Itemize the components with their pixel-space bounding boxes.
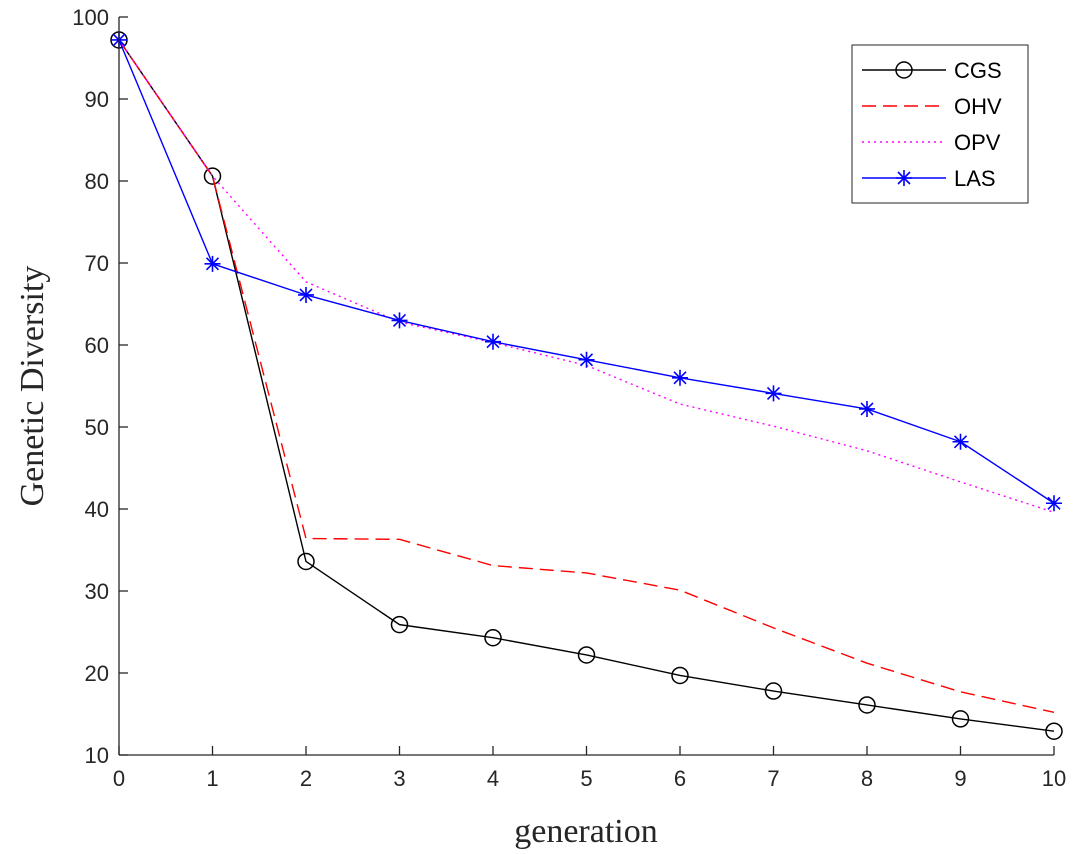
x-tick-label: 8: [861, 766, 873, 791]
y-tick-label: 40: [85, 497, 109, 522]
series-cgs: [110, 31, 1063, 740]
legend-label: OHV: [954, 94, 1002, 119]
data-point-cgs: [951, 710, 970, 728]
x-tick-label: 1: [206, 766, 218, 791]
data-point-las: [298, 286, 314, 303]
y-tick-label: 20: [85, 661, 109, 686]
series-ohv: [118, 39, 1055, 714]
x-tick-label: 7: [767, 766, 779, 791]
series-layer: [110, 31, 1063, 740]
legend-item-cgs: CGS: [862, 58, 1002, 83]
x-tick-label: 5: [580, 766, 592, 791]
x-tick-label: 4: [487, 766, 499, 791]
legend-marker: [896, 170, 912, 186]
series-line-ohv: [118, 39, 1055, 714]
y-tick-label: 100: [72, 5, 109, 30]
x-axis-title: generation: [514, 813, 658, 850]
legend-item-ohv: OHV: [862, 94, 1002, 119]
legend-label: CGS: [954, 58, 1002, 83]
x-tick-label: 0: [113, 766, 125, 791]
data-point-las: [485, 333, 501, 350]
x-tick-label: 6: [674, 766, 686, 791]
series-line-cgs: [118, 39, 1055, 732]
y-tick-label: 10: [85, 743, 109, 768]
x-tick-label: 10: [1042, 766, 1066, 791]
y-tick-label: 80: [85, 169, 109, 194]
y-axis-title: Genetic Diversity: [14, 266, 51, 507]
data-point-cgs: [671, 666, 689, 685]
data-point-cgs: [297, 552, 315, 571]
y-tick-label: 30: [85, 579, 109, 604]
data-point-las: [859, 400, 875, 417]
data-point-las: [672, 369, 688, 386]
data-point-las: [391, 312, 408, 329]
legend: CGS OHV OPV LAS: [851, 44, 1029, 204]
data-point-cgs: [764, 682, 783, 700]
legend-item-opv: OPV: [862, 130, 1001, 155]
data-point-las: [952, 433, 969, 450]
x-tick-label: 9: [954, 766, 966, 791]
y-tick-label: 50: [85, 415, 109, 440]
x-ticks: 0 1 2 3 4 5 6 7 8 9 10: [113, 746, 1066, 791]
data-point-las: [578, 351, 595, 368]
legend-marker: [895, 61, 913, 79]
y-tick-label: 70: [85, 251, 109, 276]
y-tick-label: 90: [85, 87, 109, 112]
x-tick-label: 2: [300, 766, 312, 791]
legend-box: [851, 44, 1029, 204]
legend-label: LAS: [954, 166, 996, 191]
x-tick-label: 3: [393, 766, 405, 791]
data-point-cgs: [390, 615, 409, 634]
data-point-las: [204, 255, 221, 272]
data-point-las: [765, 385, 782, 402]
legend-item-las: LAS: [862, 166, 996, 191]
data-point-cgs: [1045, 722, 1063, 740]
data-point-cgs: [577, 646, 596, 664]
data-point-cgs: [203, 167, 222, 185]
y-ticks: 10 20 30 40 50 60 70 80 90 100: [72, 5, 128, 768]
y-tick-label: 60: [85, 333, 109, 358]
data-point-cgs: [484, 628, 502, 647]
data-point-las: [1046, 495, 1062, 512]
data-point-cgs: [858, 696, 876, 714]
legend-label: OPV: [954, 130, 1001, 155]
